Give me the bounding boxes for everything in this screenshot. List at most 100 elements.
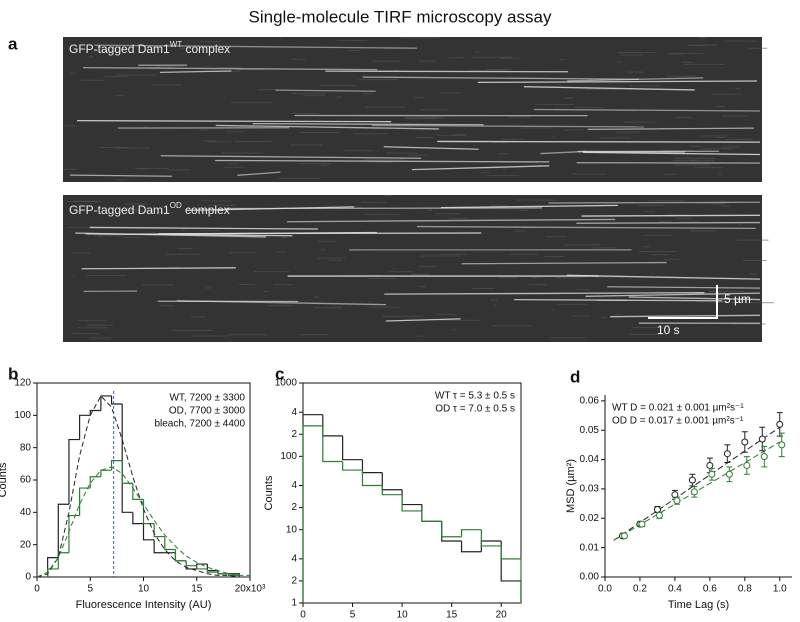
noise <box>147 46 153 48</box>
y-tick-label: 2 <box>291 429 297 440</box>
noise <box>699 135 728 137</box>
noise <box>509 116 531 118</box>
y-axis-label: Counts <box>0 462 9 497</box>
data-point <box>743 461 751 469</box>
noise <box>385 152 418 154</box>
noise <box>191 335 229 337</box>
noise <box>673 157 715 159</box>
label-superscript: WT <box>170 40 183 49</box>
noise <box>291 92 325 94</box>
y-tick-label: 0 <box>25 572 31 583</box>
noise <box>585 88 618 90</box>
histogram-step <box>500 541 522 603</box>
noise <box>229 252 257 254</box>
histogram-step <box>361 459 383 474</box>
y-tick-label: 80 <box>20 442 32 453</box>
histogram-step <box>322 425 343 463</box>
noise <box>199 41 221 43</box>
histogram-step <box>302 425 323 603</box>
noise <box>389 271 413 273</box>
histogram-step <box>79 487 91 516</box>
noise <box>343 150 373 152</box>
noise <box>716 137 726 139</box>
noise <box>119 209 123 211</box>
noise <box>418 286 426 288</box>
noise <box>123 236 142 238</box>
noise <box>687 44 718 46</box>
x-tick-label: 10 <box>397 610 409 621</box>
x-tick-label: 0.2 <box>633 584 647 595</box>
noise <box>643 234 673 236</box>
label-text: complex <box>182 42 230 56</box>
noise <box>434 213 461 215</box>
label-superscript: OD <box>170 201 182 210</box>
noise <box>721 115 748 117</box>
track <box>286 218 616 223</box>
noise <box>555 108 560 110</box>
noise <box>510 253 538 255</box>
noise <box>428 209 432 211</box>
histogram-step <box>361 470 383 487</box>
noise <box>86 324 114 326</box>
track <box>252 122 484 126</box>
noise <box>663 259 680 261</box>
track <box>585 292 761 297</box>
histogram-step <box>89 409 101 416</box>
histogram-step <box>142 499 155 525</box>
y-tick-label: 1000 <box>275 378 298 389</box>
noise <box>736 239 769 241</box>
x-axis-label: Fluorescence Intensity (AU) <box>76 599 212 611</box>
histogram-step <box>381 472 403 491</box>
track <box>77 120 392 123</box>
noise <box>615 131 641 133</box>
noise <box>534 293 560 295</box>
noise <box>367 306 400 308</box>
histogram-step <box>421 510 442 522</box>
histogram-step <box>196 565 208 570</box>
legend-entry: OD, 7700 ± 3000 <box>169 406 246 417</box>
noise <box>319 84 356 86</box>
y-axis-label: Counts <box>263 475 275 510</box>
noise <box>419 255 461 257</box>
histogram-step <box>217 572 229 575</box>
noise <box>234 141 272 143</box>
noise <box>329 259 343 261</box>
track <box>477 80 758 84</box>
noise <box>689 159 700 161</box>
y-axis-label: MSD (µm²) <box>565 459 577 513</box>
noise <box>414 97 424 99</box>
y-tick-label: 0.00 <box>580 572 600 583</box>
noise <box>137 49 141 51</box>
noise <box>668 53 683 55</box>
noise <box>205 287 212 289</box>
kymographs <box>63 37 774 342</box>
noise <box>77 327 108 329</box>
noise <box>230 102 273 104</box>
noise <box>299 163 330 165</box>
histogram-step <box>153 539 165 554</box>
y-tick-label: 100 <box>280 451 297 462</box>
kymograph-label: GFP-tagged Dam1OD complex <box>69 201 230 217</box>
noise <box>116 74 156 76</box>
noise <box>160 305 175 307</box>
track <box>159 70 232 73</box>
data-point <box>673 497 681 505</box>
histogram-step <box>68 514 80 553</box>
figure-title: Single-molecule TIRF microscopy assay <box>249 7 552 26</box>
data-point <box>760 453 768 461</box>
noise <box>711 93 742 95</box>
track <box>82 66 378 71</box>
track <box>416 225 756 230</box>
track <box>158 232 482 235</box>
noise <box>599 137 631 139</box>
data-point <box>638 520 646 528</box>
noise <box>86 274 126 276</box>
noise <box>475 51 480 53</box>
noise <box>453 134 466 136</box>
noise <box>748 47 768 49</box>
track <box>383 146 479 150</box>
y-tick-label: 0.03 <box>580 484 600 495</box>
noise <box>384 195 392 197</box>
track <box>581 214 761 217</box>
noise <box>564 244 601 246</box>
